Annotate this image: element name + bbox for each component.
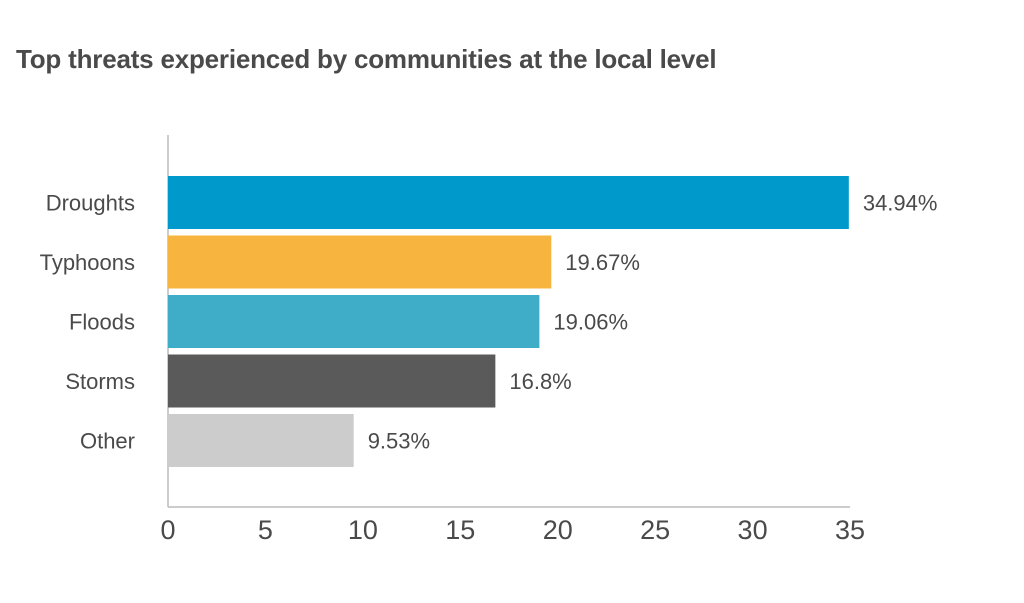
bar-typhoons <box>168 235 552 289</box>
category-label-other: Other <box>80 429 135 454</box>
chart-title: Top threats experienced by communities a… <box>16 44 717 74</box>
category-label-storms: Storms <box>65 369 135 394</box>
x-tick-label-10: 10 <box>348 515 378 545</box>
x-tick-label-0: 0 <box>160 515 175 545</box>
bar-floods <box>168 295 540 348</box>
x-tick-label-5: 5 <box>258 515 273 545</box>
x-tick-label-25: 25 <box>640 515 670 545</box>
bar-droughts <box>168 176 849 229</box>
x-tick-label-30: 30 <box>738 515 768 545</box>
value-label-droughts: 34.94% <box>863 191 938 216</box>
bar-other <box>168 414 354 467</box>
value-label-floods: 19.06% <box>553 310 628 335</box>
category-label-droughts: Droughts <box>46 191 135 216</box>
category-label-typhoons: Typhoons <box>40 250 135 275</box>
category-label-floods: Floods <box>69 310 135 335</box>
value-label-storms: 16.8% <box>509 369 571 394</box>
value-label-other: 9.53% <box>368 429 430 454</box>
x-tick-label-35: 35 <box>835 515 865 545</box>
x-tick-label-15: 15 <box>445 515 475 545</box>
value-label-typhoons: 19.67% <box>565 250 640 275</box>
bar-storms <box>168 354 496 408</box>
x-tick-label-20: 20 <box>543 515 573 545</box>
